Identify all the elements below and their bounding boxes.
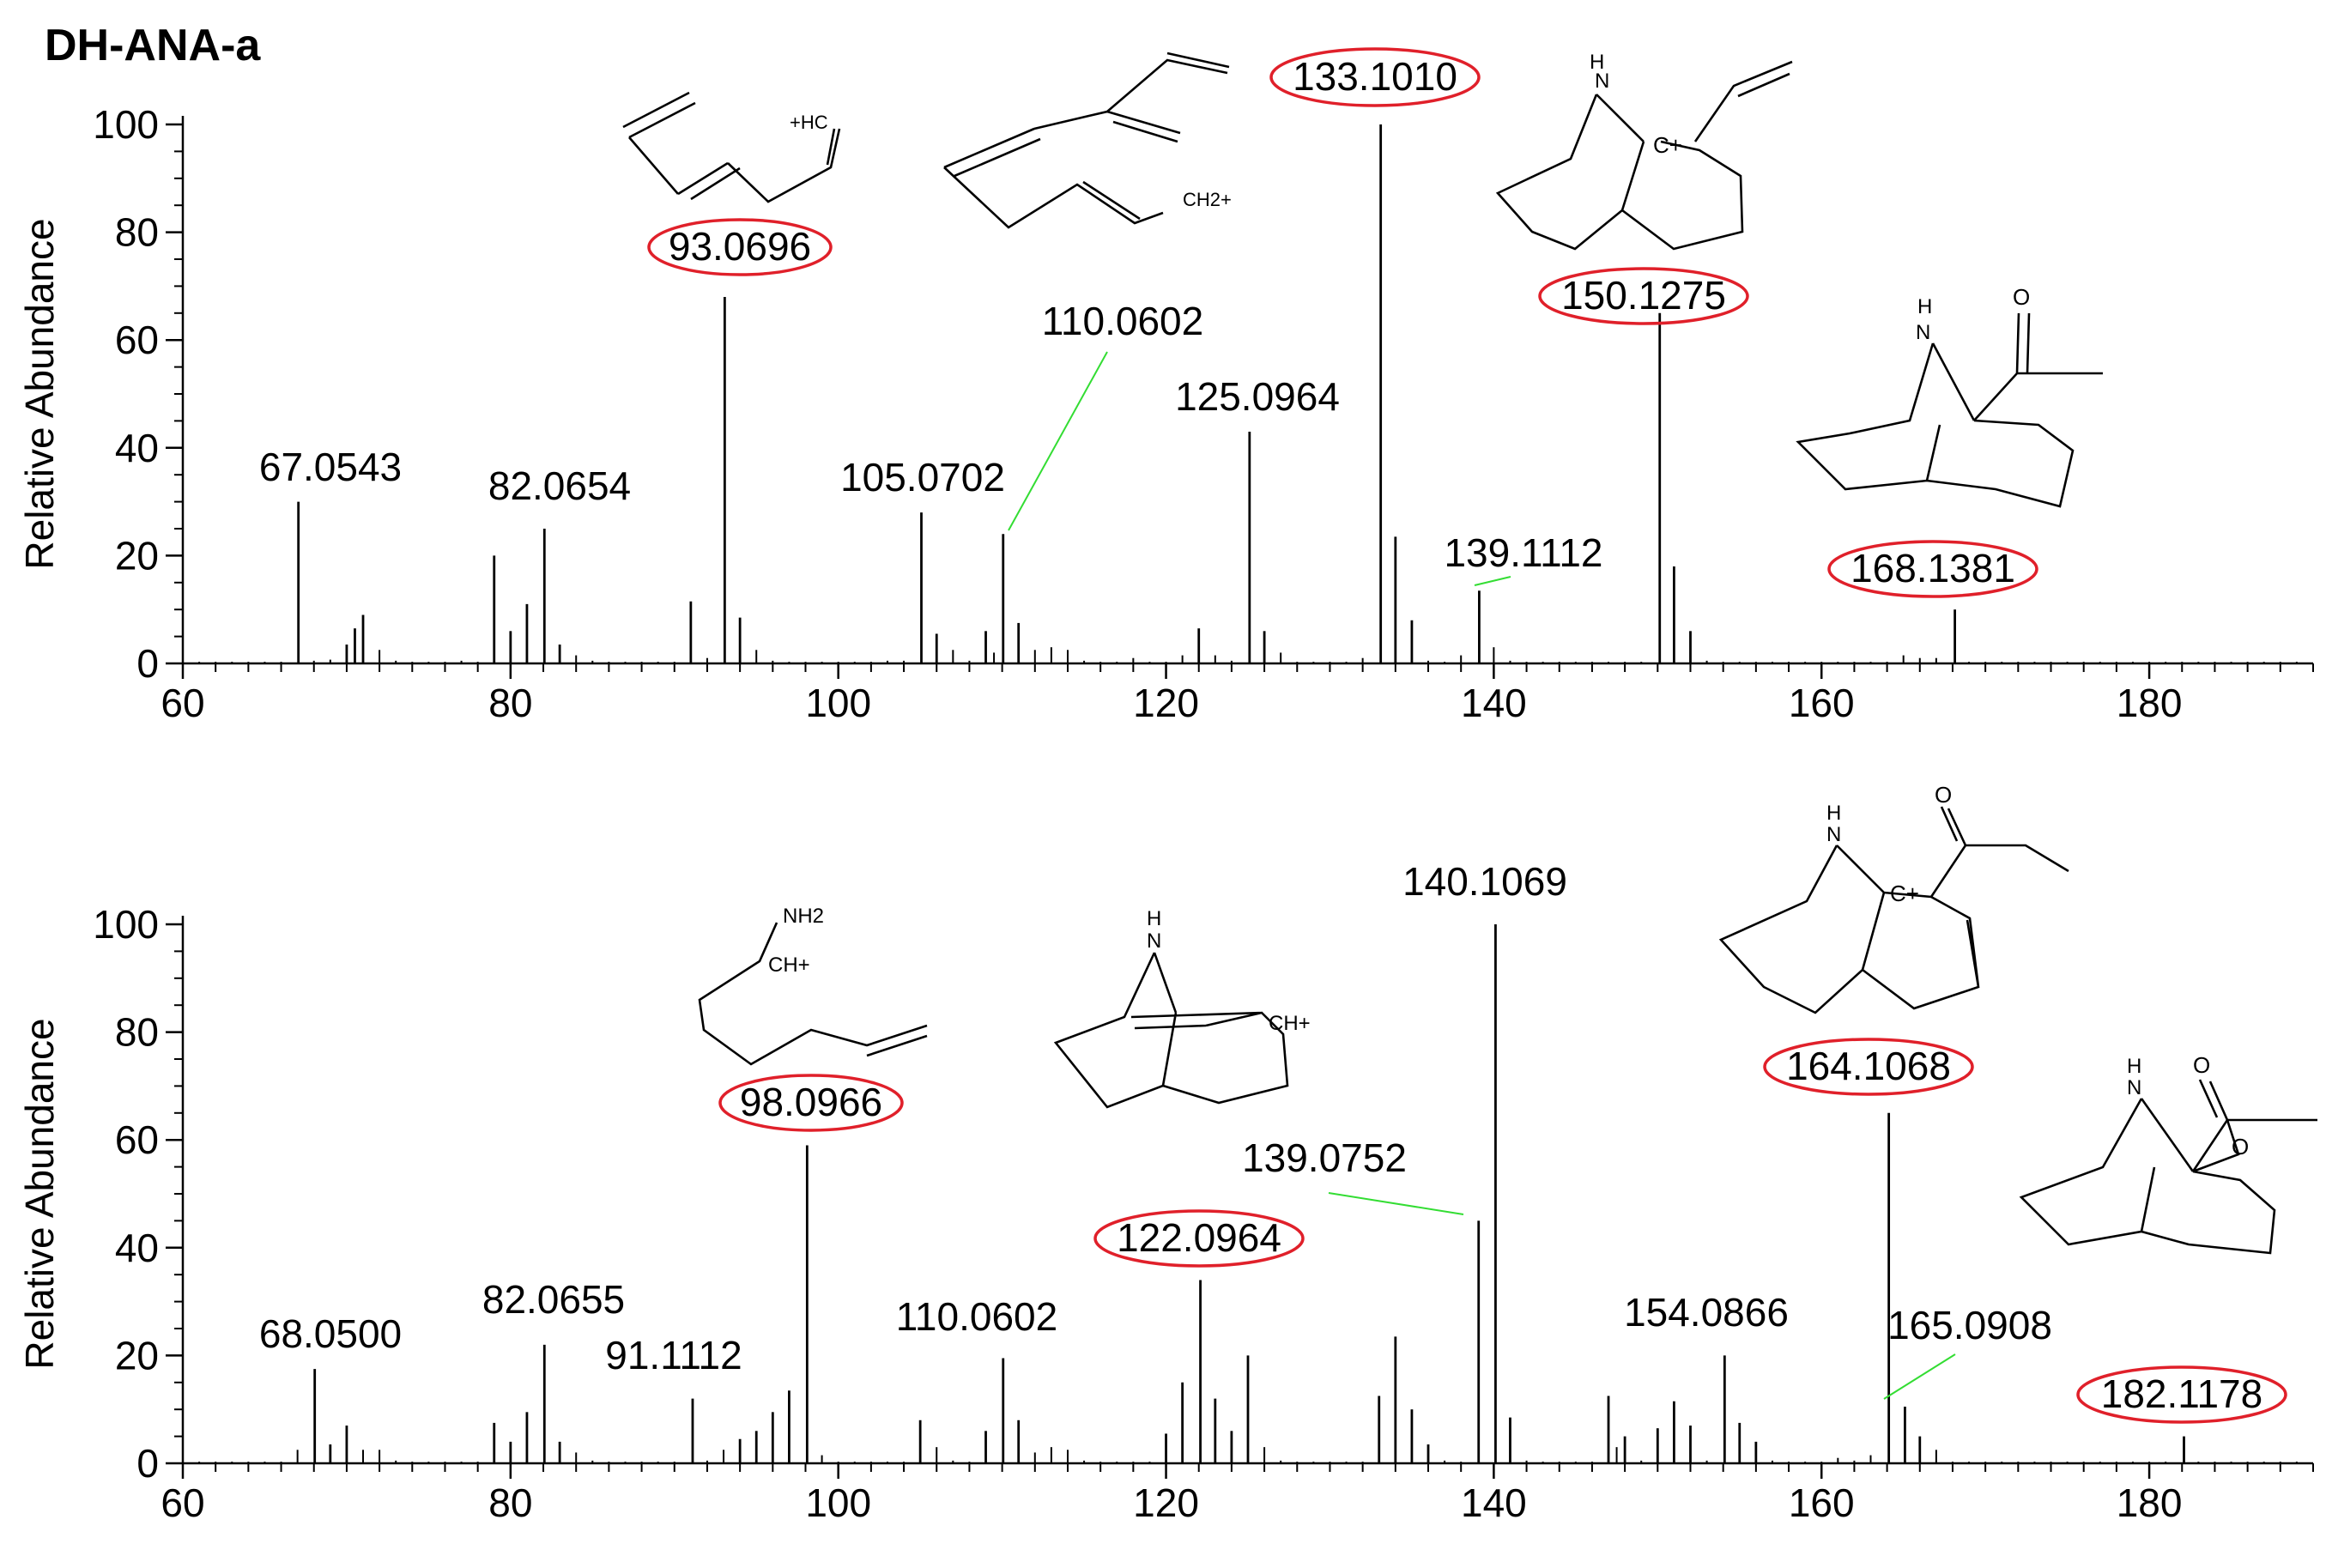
- peak-label: 150.1275: [1561, 273, 1726, 318]
- label-leader-line: [1328, 1192, 1464, 1215]
- structure-text: +HC: [790, 112, 828, 133]
- structure-text: C+: [1653, 132, 1682, 158]
- label-leader-line: [1474, 576, 1511, 586]
- structure-text: O: [2193, 1052, 2210, 1078]
- structure-text: N: [1595, 70, 1609, 93]
- x-tick-label: 120: [1133, 1480, 1199, 1525]
- peak-label: 140.1069: [1402, 859, 1567, 904]
- x-tick-label: 100: [805, 1480, 871, 1525]
- y-tick-label: 40: [115, 426, 159, 470]
- peak-label: 82.0655: [482, 1277, 625, 1322]
- structure-text: N: [1826, 823, 1841, 846]
- y-tick-label: 60: [115, 318, 159, 362]
- label-leader-line: [1883, 1353, 1956, 1400]
- peak-label: 164.1068: [1786, 1044, 1951, 1088]
- peak-label: 105.0702: [840, 455, 1005, 499]
- structure-text: O: [1935, 782, 1952, 808]
- label-leader-line: [1008, 351, 1108, 531]
- highlight-ring: [718, 1074, 904, 1132]
- x-tick-label: 60: [161, 681, 204, 725]
- y-tick-label: 0: [136, 641, 159, 686]
- x-tick-label: 60: [161, 1480, 204, 1525]
- structure-text: NH2: [783, 905, 824, 928]
- structure-text: H: [2127, 1055, 2141, 1078]
- peak-label: 154.0866: [1624, 1290, 1789, 1335]
- figure-title: DH-ANA-a: [45, 21, 261, 70]
- peak-label: 139.0752: [1242, 1135, 1407, 1180]
- structure-93-hexadienyl-cation: +HC: [622, 91, 841, 203]
- y-tick-label: 60: [115, 1117, 159, 1162]
- y-tick-label: 80: [115, 1010, 159, 1055]
- structure-150-azabicyclic-cation: N H C+: [1495, 51, 1793, 251]
- peak-label: 125.0964: [1175, 374, 1340, 419]
- structure-text: N: [2127, 1076, 2141, 1099]
- x-tick-label: 160: [1789, 681, 1855, 725]
- x-tick-label: 180: [2117, 681, 2183, 725]
- x-tick-label: 180: [2117, 1480, 2183, 1525]
- x-tick-label: 80: [488, 1480, 532, 1525]
- highlight-ring: [1093, 1209, 1305, 1268]
- y-tick-label: 100: [93, 902, 159, 947]
- peak-label: 182.1178: [2101, 1371, 2262, 1416]
- structure-text: H: [1826, 802, 1841, 825]
- peak-label: 122.0964: [1117, 1215, 1281, 1260]
- structure-text: CH+: [768, 954, 810, 977]
- spectrum-panel-bottom: 60 80 100 120 140 160 180 0 20 40 60 80 100 Relative …: [17, 859, 2314, 1525]
- peak-label: 133.1010: [1293, 54, 1457, 99]
- y-axis-title: Relative Abundance: [17, 1018, 62, 1369]
- structures-bottom: NH2 CH+ N H CH+ N H C+ O N H O O: [698, 782, 2317, 1255]
- x-tick-label: 160: [1789, 1480, 1855, 1525]
- highlight-ring: [1763, 1038, 1974, 1096]
- x-tick-label: 80: [488, 681, 532, 725]
- structure-text: N: [1147, 929, 1161, 953]
- structures-top: +HC CH2+ N H C+ N H O: [622, 51, 2103, 508]
- peak-label: 82.0654: [488, 463, 631, 508]
- x-tick-label: 100: [805, 681, 871, 725]
- peak-label: 67.0543: [259, 445, 402, 489]
- structure-text: H: [1590, 51, 1604, 74]
- spectrum-panel-top: 60 80 100 120 140 160 180 0 20 40 60 80 100 Relative …: [17, 47, 2314, 725]
- y-tick-label: 40: [115, 1226, 159, 1270]
- x-tick-label: 140: [1461, 681, 1527, 725]
- peak-label: 91.1112: [605, 1333, 742, 1377]
- highlight-ring: [1269, 47, 1481, 107]
- highlight-ring: [1538, 267, 1749, 325]
- structure-text: O: [2232, 1134, 2249, 1159]
- structure-164-acetyl-cation: N H C+ O: [1718, 782, 2069, 1014]
- peak-label: 93.0696: [669, 224, 811, 269]
- highlight-ring: [2076, 1365, 2287, 1424]
- y-tick-label: 20: [115, 533, 159, 578]
- peak-label: 98.0966: [740, 1080, 882, 1124]
- y-axis-title: Relative Abundance: [17, 218, 62, 569]
- highlight-ring: [1827, 540, 2038, 598]
- y-tick-label: 0: [136, 1441, 159, 1486]
- y-tick-label: 100: [93, 102, 159, 147]
- peak-label: 165.0908: [1887, 1303, 2052, 1347]
- peak-label: 139.1112: [1444, 530, 1602, 575]
- y-tick-label: 20: [115, 1333, 159, 1377]
- peak-label: 110.0602: [896, 1294, 1057, 1339]
- structure-text: CH+: [1269, 1012, 1311, 1035]
- structure-168-acetyl-azabicycle: N H O: [1796, 284, 2103, 508]
- structure-text: N: [1916, 321, 1930, 344]
- structure-text: H: [1917, 295, 1932, 318]
- structure-122-azabicyclic-cation: N H CH+: [1053, 907, 1311, 1109]
- structure-text: O: [2013, 284, 2030, 310]
- peak-label: 68.0500: [259, 1311, 402, 1356]
- structure-text: CH2+: [1183, 189, 1232, 210]
- structure-98-aminopentenyl-cation: NH2 CH+: [698, 905, 928, 1066]
- structure-text: C+: [1890, 881, 1919, 906]
- structure-182-epoxide: N H O O: [2019, 1052, 2317, 1255]
- y-tick-label: 80: [115, 210, 159, 255]
- structure-text: H: [1147, 907, 1161, 930]
- x-tick-label: 120: [1133, 681, 1199, 725]
- structure-133-triene-cation: CH2+: [943, 51, 1232, 229]
- peak-label: 110.0602: [1042, 299, 1203, 343]
- peak-label: 168.1381: [1851, 546, 2015, 590]
- x-tick-label: 140: [1461, 1480, 1527, 1525]
- highlight-ring: [647, 218, 833, 276]
